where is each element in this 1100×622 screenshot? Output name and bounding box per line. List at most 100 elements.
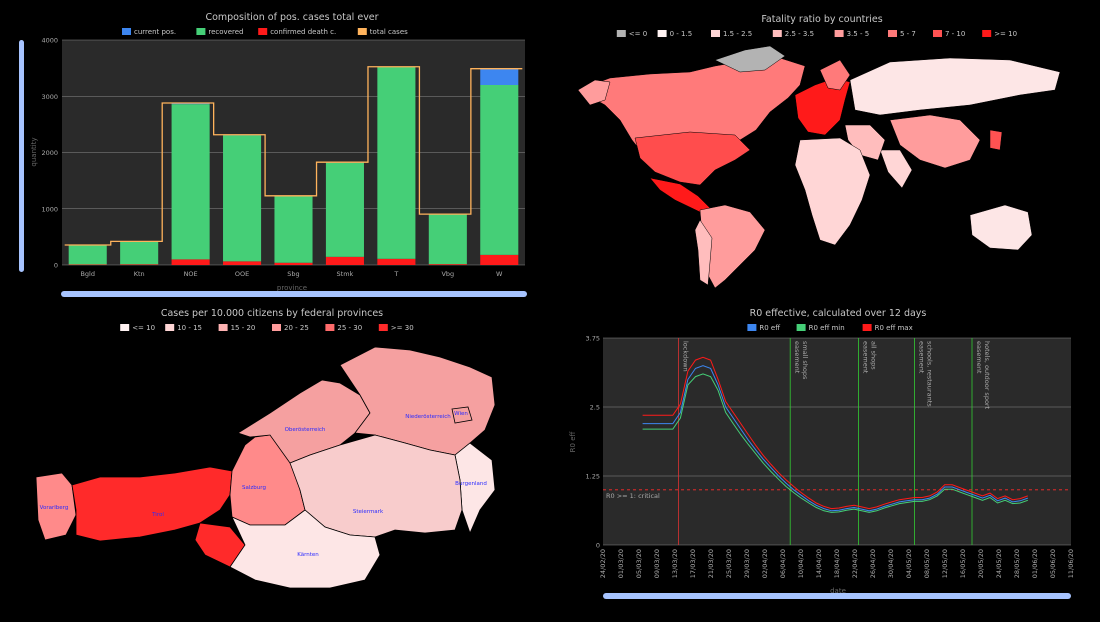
bar-recovered[interactable] xyxy=(223,135,261,261)
r0-xtick: 21/03/20 xyxy=(707,549,715,578)
world-legend-label: 5 - 7 xyxy=(900,30,916,38)
bar-recovered[interactable] xyxy=(377,67,415,259)
bar-ytick: 2000 xyxy=(41,149,58,157)
r0-x-scrollbar[interactable] xyxy=(603,593,1071,599)
r0-xtick: 24/02/20 xyxy=(599,549,607,578)
bar-recovered[interactable] xyxy=(326,163,364,257)
bar-legend-swatch[interactable] xyxy=(122,28,131,35)
austria-legend-label: >= 30 xyxy=(391,324,414,332)
country-japan[interactable] xyxy=(990,130,1002,150)
bar-recovered[interactable] xyxy=(69,245,107,264)
r0-ylabel: R0 eff xyxy=(569,431,577,452)
r0-xtick: 01/03/20 xyxy=(617,549,625,578)
province-label: Kärnten xyxy=(297,552,319,558)
bar-confirmed-death-c-[interactable] xyxy=(120,264,158,265)
bar-y-scrollbar[interactable] xyxy=(19,40,24,272)
bar-legend-label: current pos. xyxy=(134,28,176,36)
r0-xtick: 10/04/20 xyxy=(797,549,805,578)
austria-legend-label: 25 - 30 xyxy=(337,324,362,332)
r0-event-label: easement xyxy=(975,341,983,374)
bar-recovered[interactable] xyxy=(429,214,467,264)
r0-chart: R0 effective, calculated over 12 days R0… xyxy=(550,305,1100,618)
world-legend-swatch[interactable] xyxy=(773,30,782,37)
country-africa[interactable] xyxy=(795,138,870,245)
country-russia[interactable] xyxy=(850,58,1060,115)
r0-event-label: small shops xyxy=(801,341,809,380)
r0-event-label: all shops xyxy=(870,341,878,370)
bar-xtick: Stmk xyxy=(337,270,354,278)
r0-xtick: 17/03/20 xyxy=(689,549,697,578)
austria-legend-swatch[interactable] xyxy=(165,324,174,331)
r0-xtick: 14/04/20 xyxy=(815,549,823,578)
country-usa[interactable] xyxy=(635,132,750,185)
r0-xtick: 09/03/20 xyxy=(653,549,661,578)
r0-chart-title: R0 effective, calculated over 12 days xyxy=(750,308,927,319)
world-legend-swatch[interactable] xyxy=(933,30,942,37)
province-label: Vorarlberg xyxy=(40,505,69,511)
bar-ylabel: quantity xyxy=(30,137,38,166)
r0-xtick: 13/03/20 xyxy=(671,549,679,578)
province-label: Niederösterreich xyxy=(405,414,451,420)
r0-ytick: 2.5 xyxy=(590,404,600,412)
bar-legend-swatch[interactable] xyxy=(258,28,267,35)
country-india[interactable] xyxy=(880,150,912,188)
austria-legend-swatch[interactable] xyxy=(379,324,388,331)
province-burgenland[interactable] xyxy=(455,443,495,533)
bar-chart-panel: Composition of pos. cases total ever cur… xyxy=(0,0,550,305)
r0-xtick: 25/03/20 xyxy=(725,549,733,578)
austria-legend-swatch[interactable] xyxy=(272,324,281,331)
bar-confirmed-death-c-[interactable] xyxy=(480,255,518,265)
r0-legend-swatch[interactable] xyxy=(747,324,756,331)
bar-legend-swatch[interactable] xyxy=(358,28,367,35)
province-label: Tirol xyxy=(151,512,164,518)
r0-xtick: 29/03/20 xyxy=(743,549,751,578)
austria-legend-swatch[interactable] xyxy=(120,324,129,331)
world-legend-label: 7 - 10 xyxy=(945,30,965,38)
bar-ytick: 0 xyxy=(54,262,58,270)
bar-legend-label: confirmed death c. xyxy=(270,28,336,36)
world-legend-swatch[interactable] xyxy=(835,30,844,37)
world-legend-swatch[interactable] xyxy=(711,30,720,37)
world-legend-label: 2.5 - 3.5 xyxy=(785,30,814,38)
bar-ytick: 4000 xyxy=(41,37,58,45)
bar-confirmed-death-c-[interactable] xyxy=(69,264,107,265)
r0-xtick: 05/06/20 xyxy=(1049,549,1057,578)
bar-recovered[interactable] xyxy=(480,85,518,255)
r0-ytick: 3.75 xyxy=(586,335,600,343)
bar-confirmed-death-c-[interactable] xyxy=(429,264,467,265)
bar-confirmed-death-c-[interactable] xyxy=(274,263,312,265)
bar-x-scrollbar[interactable] xyxy=(61,291,527,297)
world-legend-label: 0 - 1.5 xyxy=(670,30,693,38)
austria-legend-swatch[interactable] xyxy=(219,324,228,331)
bar-recovered[interactable] xyxy=(274,196,312,263)
r0-xtick: 30/04/20 xyxy=(887,549,895,578)
bar-confirmed-death-c-[interactable] xyxy=(377,259,415,265)
austria-legend-label: 15 - 20 xyxy=(231,324,256,332)
r0-xtick: 05/03/20 xyxy=(635,549,643,578)
world-legend-label: 1.5 - 2.5 xyxy=(723,30,752,38)
world-legend-label: >= 10 xyxy=(994,30,1017,38)
country-australia[interactable] xyxy=(970,205,1032,250)
bar-confirmed-death-c-[interactable] xyxy=(172,259,210,265)
r0-legend-swatch[interactable] xyxy=(797,324,806,331)
bar-confirmed-death-c-[interactable] xyxy=(326,257,364,265)
r0-legend-swatch[interactable] xyxy=(863,324,872,331)
austria-legend-swatch[interactable] xyxy=(325,324,334,331)
world-legend-swatch[interactable] xyxy=(658,30,667,37)
bar-confirmed-death-c-[interactable] xyxy=(223,261,261,265)
bar-ytick: 3000 xyxy=(41,93,58,101)
bar-recovered[interactable] xyxy=(120,242,158,265)
province-label: Salzburg xyxy=(242,485,266,491)
bar-recovered[interactable] xyxy=(172,104,210,259)
world-legend-swatch[interactable] xyxy=(617,30,626,37)
bar-legend-swatch[interactable] xyxy=(196,28,205,35)
world-legend-swatch[interactable] xyxy=(888,30,897,37)
bar-current-pos-[interactable] xyxy=(480,69,518,85)
bar-chart-title: Composition of pos. cases total ever xyxy=(205,12,378,23)
austria-map-title: Cases per 10.000 citizens by federal pro… xyxy=(161,308,383,319)
world-legend-swatch[interactable] xyxy=(982,30,991,37)
